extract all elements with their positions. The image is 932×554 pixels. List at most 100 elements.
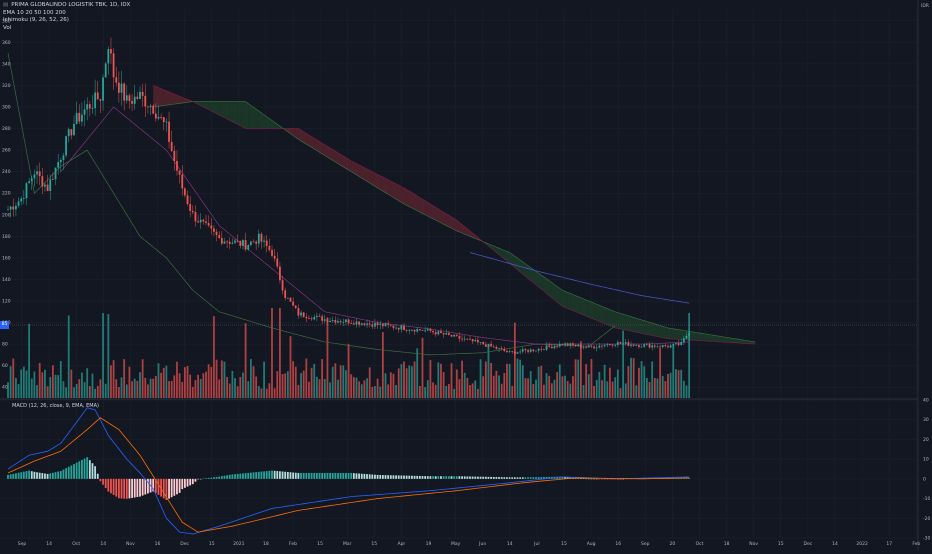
macd-histogram-bar — [197, 478, 199, 480]
cloud-segment — [472, 233, 476, 239]
candle — [249, 241, 252, 245]
candle — [532, 349, 535, 352]
symbol-title[interactable]: PRIMA GLOBALINDO LOGISTIK TBK, 1D, IDX — [11, 2, 131, 8]
volume-bar — [86, 368, 89, 398]
volume-bar — [234, 378, 236, 398]
candle — [162, 117, 165, 122]
volume-bar — [149, 378, 152, 398]
macd-histogram-bar — [352, 473, 355, 479]
volume-bar — [590, 359, 593, 398]
macd-tick-label: 40 — [923, 398, 929, 404]
macd-histogram-bar — [321, 472, 324, 479]
macd-histogram-bar — [313, 472, 316, 479]
volume-bar — [252, 366, 255, 398]
macd-histogram-bar — [318, 472, 321, 479]
volume-bar — [331, 366, 334, 398]
candle — [384, 323, 387, 327]
volume-bar — [368, 367, 371, 398]
volume-bar — [96, 385, 99, 398]
candle — [112, 53, 115, 78]
volume-bar — [139, 372, 141, 398]
macd-histogram-bar — [458, 476, 461, 479]
cloud-segment — [541, 275, 544, 292]
price-tick-label: 360 — [2, 40, 11, 46]
cloud-segment — [248, 103, 251, 129]
macd-histogram-bar — [271, 470, 273, 479]
chart-icon[interactable]: ▤ — [3, 2, 9, 8]
candle — [44, 184, 46, 187]
cloud-segment — [546, 278, 550, 296]
candle — [477, 340, 479, 343]
cloud-segment — [256, 109, 259, 129]
macd-histogram-bar — [17, 472, 20, 479]
macd-histogram-bar — [96, 473, 99, 479]
volume-bar — [244, 323, 247, 398]
cloud-segment — [433, 205, 436, 221]
cloud-segment — [356, 163, 360, 177]
volume-bar — [17, 383, 20, 398]
cloud-segment — [506, 251, 510, 264]
cloud-segment — [221, 101, 225, 118]
macd-histogram-bar — [376, 474, 379, 479]
volume-bar — [329, 382, 331, 398]
macd-histogram-bar — [120, 478, 123, 499]
cloud-segment — [179, 96, 183, 104]
volume-bar — [268, 383, 271, 398]
macd-tick-label: 0 — [923, 476, 926, 482]
volume-bar — [556, 372, 559, 398]
macd-histogram-bar — [426, 476, 429, 479]
volume-bar — [67, 315, 70, 398]
candle — [543, 349, 545, 350]
candle — [358, 321, 361, 325]
macd-histogram-bar — [595, 478, 598, 480]
candle — [400, 325, 403, 330]
candle — [659, 346, 661, 348]
volume-bar — [51, 365, 54, 398]
macd-histogram-bar — [25, 471, 28, 479]
candle — [318, 315, 321, 317]
macd-histogram-bar — [368, 474, 371, 479]
volume-bar — [210, 366, 213, 398]
candle — [656, 346, 659, 348]
cloud-segment — [422, 199, 426, 215]
cloud-segment — [272, 120, 275, 129]
macd-histogram-bar — [411, 475, 413, 479]
candle — [455, 334, 458, 336]
volume-bar — [548, 375, 551, 398]
ema-legend[interactable]: EMA 10 20 50 100 200 — [3, 9, 66, 16]
macd-histogram-bar — [389, 475, 392, 479]
cloud-segment — [340, 154, 344, 167]
volume-bar — [479, 359, 482, 398]
macd-legend[interactable]: MACD (12, 26, close, 9, EMA, EMA) — [12, 403, 99, 409]
candle — [661, 345, 664, 348]
volume-bar — [532, 384, 535, 398]
candle — [585, 347, 588, 349]
macd-histogram-bar — [413, 475, 416, 479]
ichimoku-legend[interactable]: Ichimoku (9, 26, 52, 26) — [3, 17, 69, 23]
candle — [598, 345, 601, 348]
cloud-segment — [514, 256, 518, 270]
cloud-segment — [670, 328, 674, 340]
macd-histogram-bar — [543, 476, 545, 479]
candle — [447, 333, 450, 335]
volume-bar — [186, 366, 189, 398]
macd-histogram-bar — [579, 478, 582, 479]
macd-histogram-bar — [102, 478, 104, 485]
cloud-segment — [470, 230, 473, 238]
macd-histogram-bar — [397, 475, 400, 479]
cloud-segment — [646, 321, 650, 335]
volume-bar — [173, 375, 176, 398]
candle — [9, 206, 12, 210]
volume-bar — [471, 383, 474, 398]
macd-histogram-bar — [81, 459, 83, 479]
macd-histogram-bar — [28, 470, 31, 479]
candle — [123, 83, 126, 101]
volume-bar — [450, 363, 453, 398]
volume-legend[interactable]: Vol — [3, 24, 12, 31]
volume-bar — [294, 366, 297, 398]
cloud-segment — [229, 101, 233, 122]
candle — [675, 343, 677, 344]
volume-bar — [147, 384, 149, 398]
